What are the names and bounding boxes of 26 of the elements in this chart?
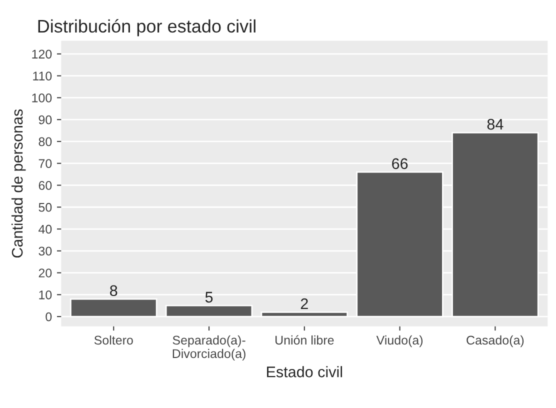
y-tick-label: 10 xyxy=(39,290,52,300)
x-axis-title: Estado civil xyxy=(267,366,342,378)
y-tick-label: 60 xyxy=(38,181,52,190)
y-tick-label: 90 xyxy=(38,115,52,124)
data-label: 84 xyxy=(487,118,504,130)
data-label: 8 xyxy=(110,285,118,296)
y-tick-label: 20 xyxy=(38,268,52,278)
y-tick-label: 110 xyxy=(33,72,52,80)
x-tick-label: Separado(a)- Divorciado(a) xyxy=(172,335,246,361)
chart-title: Distribución por estado civil xyxy=(38,19,256,36)
x-tick-label: Casado(a) xyxy=(466,335,524,348)
y-tick-label: 70 xyxy=(38,159,52,168)
data-label: 5 xyxy=(205,292,213,303)
x-tick-label: Unión libre xyxy=(276,335,334,345)
y-tick-label: 0 xyxy=(46,312,52,322)
y-tick-label: 120 xyxy=(32,50,52,59)
y-tick-label: 50 xyxy=(38,202,52,212)
data-label: 2 xyxy=(300,298,308,310)
y-tick-label: 80 xyxy=(38,137,52,146)
y-tick-label: 40 xyxy=(38,224,52,234)
data-label: 66 xyxy=(392,158,408,170)
y-tick-label: 100 xyxy=(32,94,52,102)
y-tick-label: 30 xyxy=(38,246,52,256)
y-axis-title: Cantidad de personas xyxy=(11,109,26,258)
x-tick-label: Soltero xyxy=(94,335,133,345)
x-tick-label: Viudo(a) xyxy=(376,335,423,348)
